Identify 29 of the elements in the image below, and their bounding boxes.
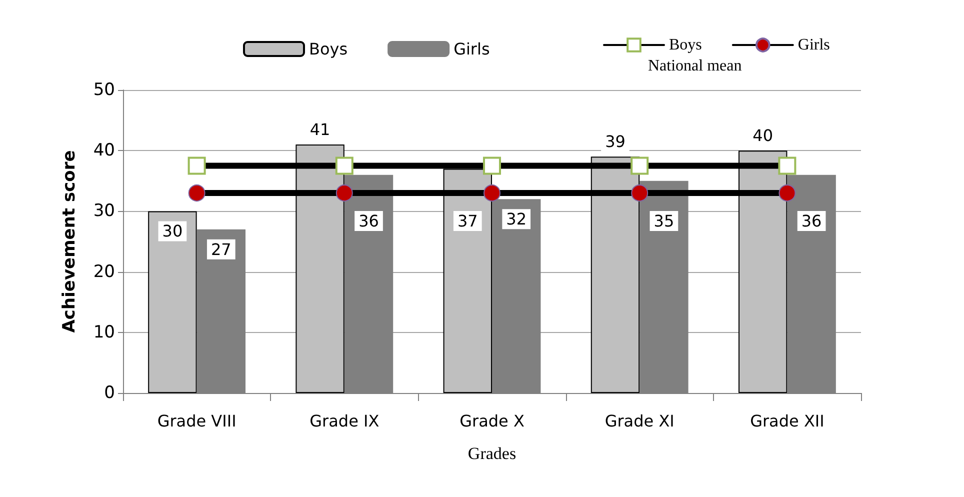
data-label: 32 — [506, 210, 527, 229]
y-tick-label: 20 — [93, 262, 115, 282]
bar — [148, 211, 197, 393]
data-label: 40 — [752, 126, 774, 146]
y-tick-label: 10 — [93, 322, 115, 342]
y-tick-label: 50 — [93, 80, 115, 100]
x-tick-label: Grade XII — [750, 412, 824, 430]
x-tick-label: Grade XI — [604, 412, 674, 430]
legend-label: Girls — [454, 40, 490, 58]
legend-label: Boys — [309, 40, 348, 58]
y-tick-label: 40 — [93, 140, 115, 161]
y-axis-title: Achievement score — [60, 150, 80, 333]
x-axis-title: Grades — [468, 444, 516, 463]
data-label: 39 — [605, 132, 626, 152]
data-label: 37 — [457, 212, 478, 231]
x-tick-label: Grade VIII — [157, 412, 236, 430]
data-label: 35 — [654, 212, 674, 231]
y-tick-label: 30 — [93, 201, 115, 222]
x-tick-label: Grade X — [460, 412, 524, 430]
legend-label: Boys — [669, 36, 702, 54]
legend-title: National mean — [648, 58, 742, 74]
data-label: 41 — [310, 120, 330, 140]
x-tick-label: Grade IX — [310, 412, 380, 430]
data-label: 36 — [801, 212, 822, 231]
data-label: 27 — [210, 240, 232, 259]
data-label: 36 — [358, 212, 379, 231]
legend-label: Girls — [798, 36, 830, 54]
data-label: 30 — [162, 222, 183, 241]
y-tick-label: 0 — [104, 383, 115, 403]
